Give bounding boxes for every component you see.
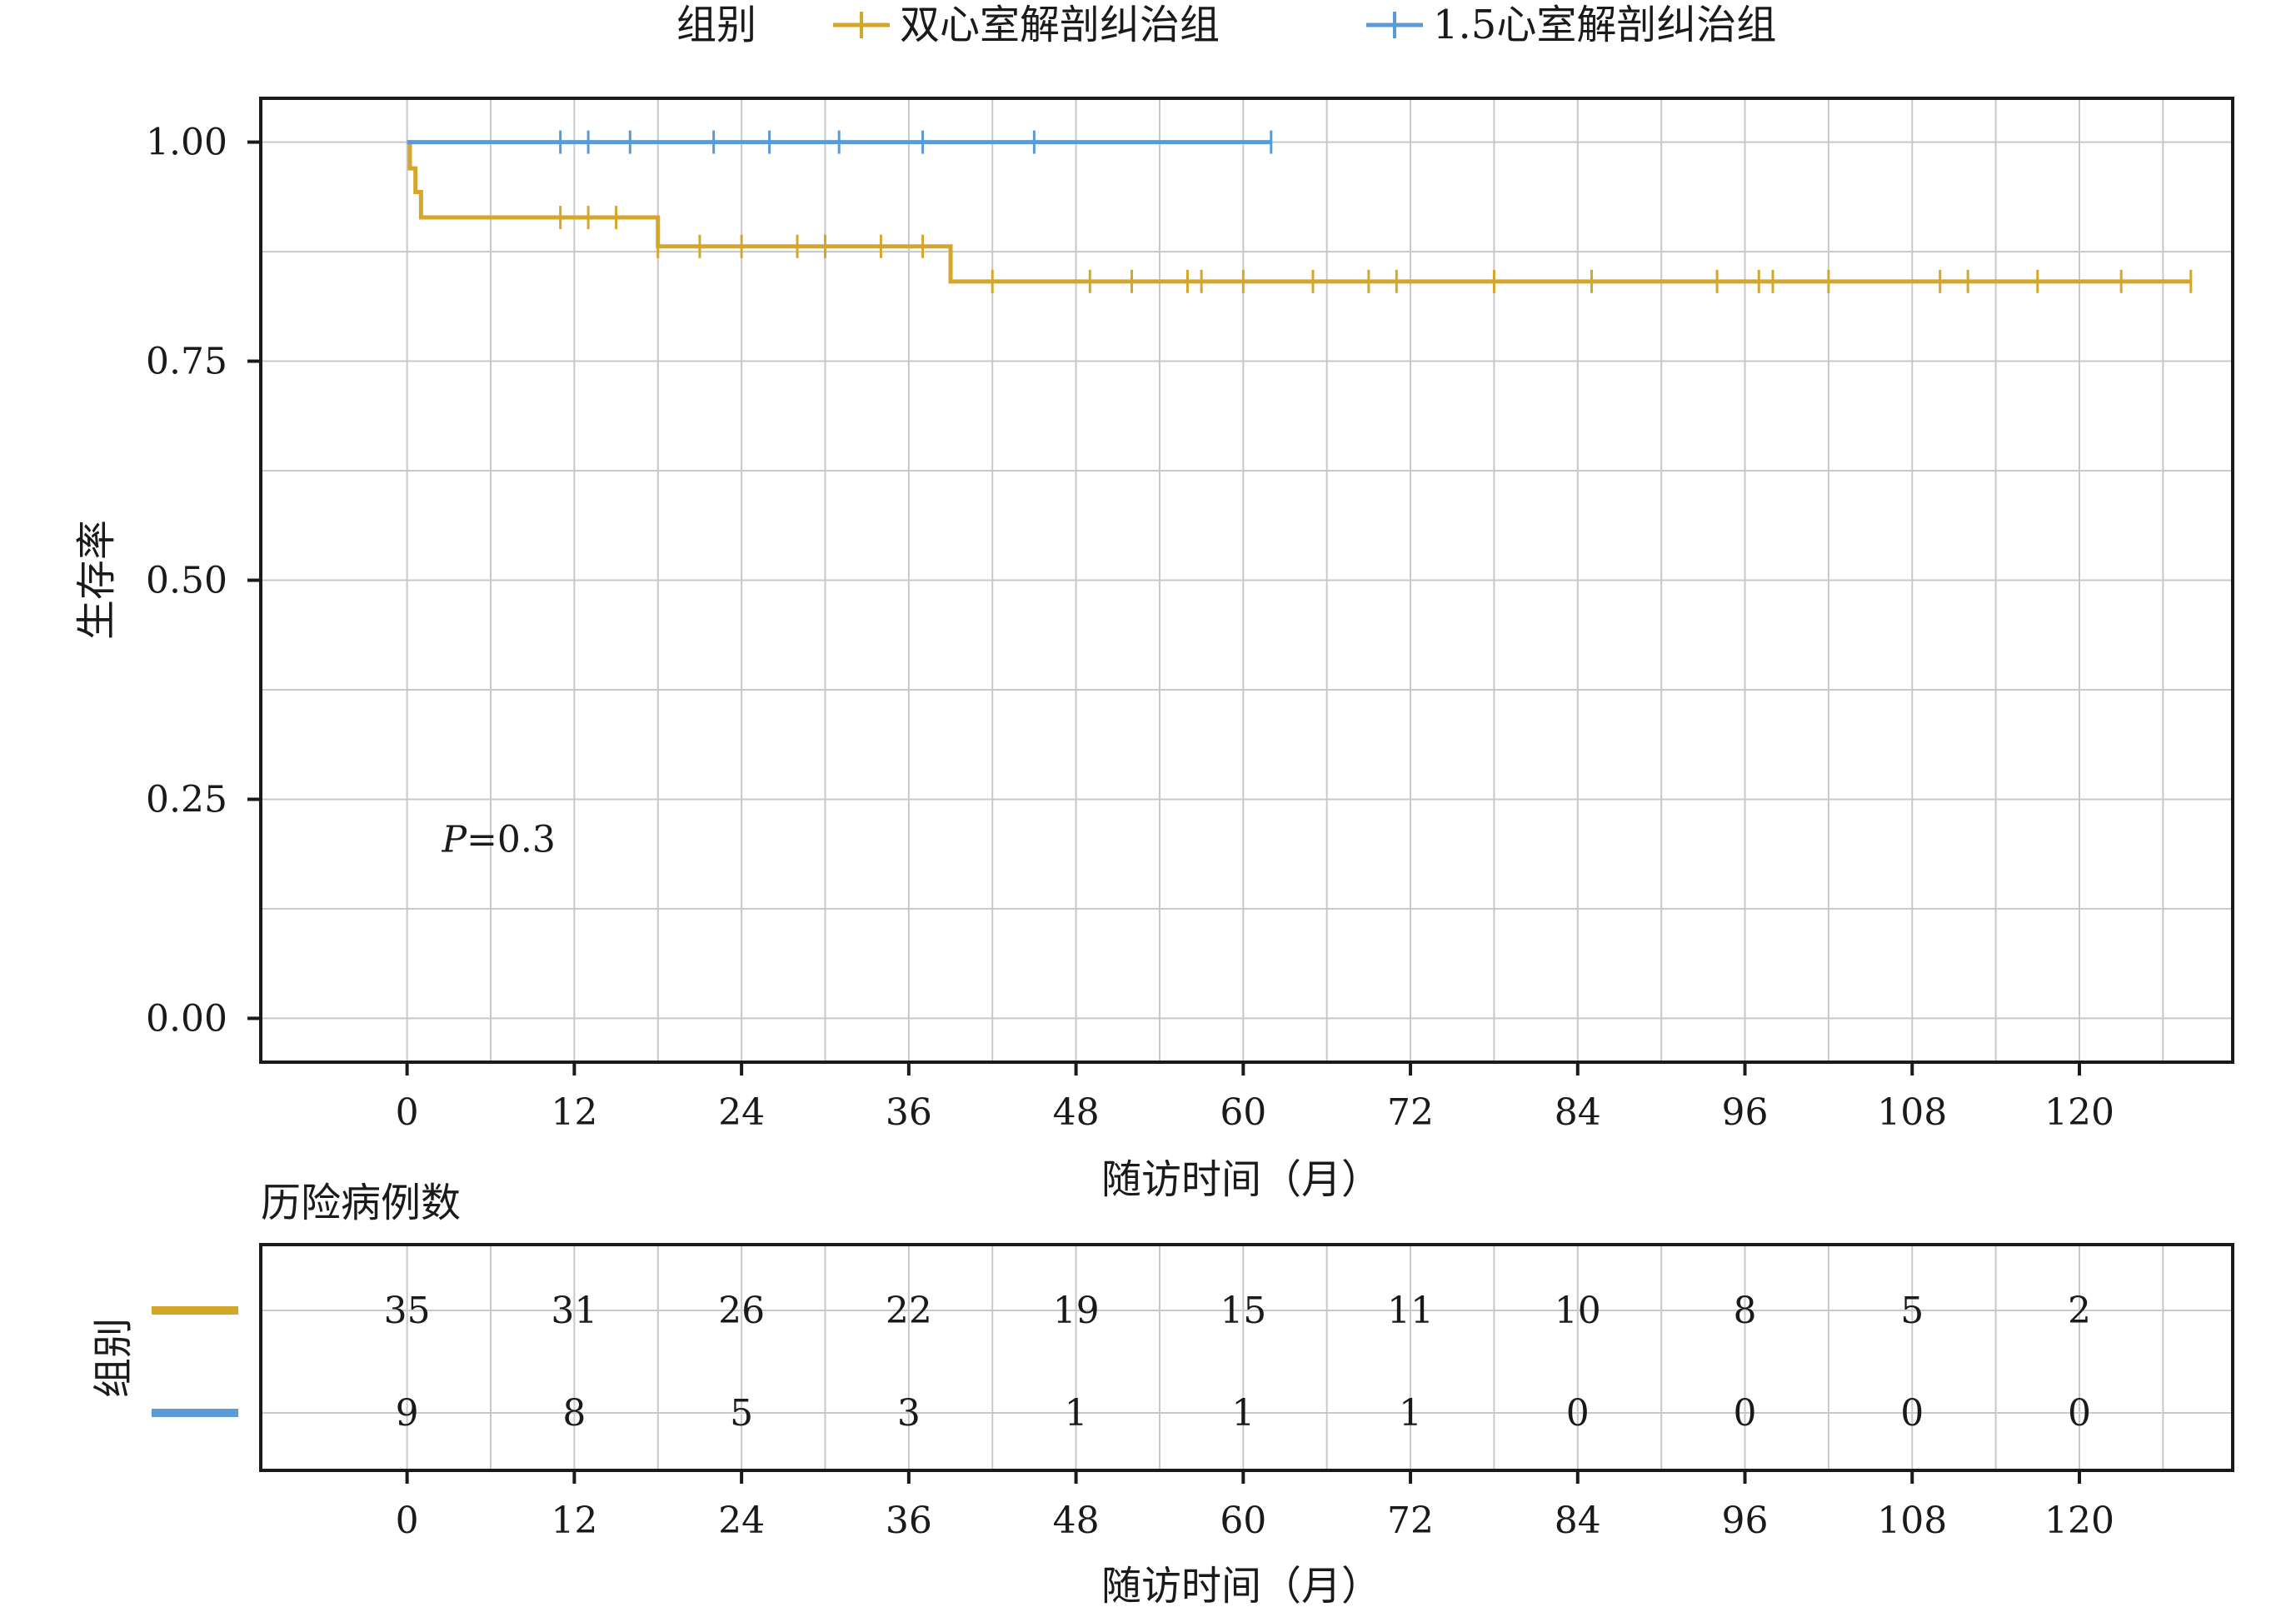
risk-count-cell: 11 xyxy=(1387,1290,1434,1332)
risk-x-tick-label: 24 xyxy=(718,1500,765,1542)
x-tick-label: 12 xyxy=(551,1091,597,1134)
risk-count-cell: 19 xyxy=(1053,1290,1100,1332)
risk-x-ticks: 0 12 24 36 48 60 72 84 96 108 120 xyxy=(396,1470,2114,1542)
x-tick-label: 0 xyxy=(396,1091,419,1134)
risk-x-tick-label: 48 xyxy=(1053,1500,1100,1542)
x-tick-label: 96 xyxy=(1722,1091,1769,1134)
risk-x-tick-label: 0 xyxy=(396,1500,419,1542)
y-axis-ticks: 0.00 0.25 0.50 0.75 1.00 xyxy=(146,122,261,1040)
y-tick-label: 0.00 xyxy=(146,997,227,1040)
x-axis-label: 随访时间（月） xyxy=(1101,1156,1381,1203)
risk-count-cell: 2 xyxy=(2068,1290,2091,1332)
risk-grid xyxy=(261,1245,2233,1470)
y-tick-label: 0.75 xyxy=(146,341,227,383)
risk-x-tick-label: 120 xyxy=(2044,1500,2114,1542)
legend: 组别 双心室解剖纠治组 1.5心室解剖纠治组 xyxy=(676,2,1776,48)
risk-x-tick-label: 12 xyxy=(551,1500,597,1542)
risk-count-cell: 1 xyxy=(1399,1392,1422,1435)
risk-x-tick-label: 84 xyxy=(1555,1500,1601,1542)
plot-series xyxy=(407,130,2193,293)
x-tick-label: 24 xyxy=(718,1091,765,1134)
y-axis-label: 生存率 xyxy=(73,520,120,640)
risk-count-cell: 3 xyxy=(897,1392,921,1435)
x-tick-label: 120 xyxy=(2044,1091,2114,1134)
risk-table-title: 历险病例数 xyxy=(261,1180,461,1226)
p-value-italic: P xyxy=(441,819,467,861)
legend-label-one-half-ventricle: 1.5心室解剖纠治组 xyxy=(1433,2,1776,48)
p-value-annotation: P=0.3 xyxy=(441,819,555,861)
risk-count-cell: 1 xyxy=(1065,1392,1088,1435)
risk-x-tick-label: 96 xyxy=(1722,1500,1769,1542)
risk-x-tick-label: 36 xyxy=(886,1500,932,1542)
risk-x-tick-label: 72 xyxy=(1387,1500,1434,1542)
y-tick-label: 1.00 xyxy=(146,122,227,164)
risk-count-cell: 15 xyxy=(1220,1290,1266,1332)
risk-count-cell: 10 xyxy=(1555,1290,1601,1332)
risk-count-cell: 0 xyxy=(1566,1392,1590,1435)
risk-count-cell: 8 xyxy=(1734,1290,1757,1332)
risk-x-tick-label: 108 xyxy=(1877,1500,1947,1542)
plot-grid xyxy=(261,98,2233,1062)
risk-x-axis-label: 随访时间（月） xyxy=(1101,1563,1381,1610)
risk-count-cell: 5 xyxy=(1900,1290,1924,1332)
risk-count-cell: 9 xyxy=(396,1392,419,1435)
legend-label-double-ventricle: 双心室解剖纠治组 xyxy=(900,2,1220,48)
risk-count-cell: 31 xyxy=(551,1290,597,1332)
risk-count-cell: 22 xyxy=(886,1290,932,1332)
p-value-text: =0.3 xyxy=(467,819,556,861)
risk-count-cell: 8 xyxy=(562,1392,586,1435)
x-tick-label: 84 xyxy=(1555,1091,1601,1134)
risk-count-cell: 0 xyxy=(2068,1392,2091,1435)
risk-count-cell: 26 xyxy=(718,1290,765,1332)
y-tick-label: 0.50 xyxy=(146,560,227,602)
risk-count-cell: 0 xyxy=(1900,1392,1924,1435)
risk-count-cell: 5 xyxy=(730,1392,753,1435)
risk-count-cell: 1 xyxy=(1231,1392,1255,1435)
x-tick-label: 108 xyxy=(1877,1091,1947,1134)
risk-count-cell: 0 xyxy=(1734,1392,1757,1435)
risk-count-cell: 35 xyxy=(384,1290,431,1332)
risk-table-values: 35 31 26 22 19 15 11 10 8 5 29 8 5 3 1 1 1 0 0 0 0 xyxy=(384,1290,2091,1435)
legend-title: 组别 xyxy=(676,2,756,48)
x-tick-label: 36 xyxy=(886,1091,932,1134)
risk-group-axis-label: 组别 xyxy=(90,1318,137,1398)
km-curve-double-ventricle xyxy=(407,140,2191,284)
x-tick-label: 48 xyxy=(1053,1091,1100,1134)
risk-row-swatches xyxy=(152,1306,238,1417)
x-axis-ticks: 0 12 24 36 48 60 72 84 96 108 120 xyxy=(396,1062,2114,1134)
y-tick-label: 0.25 xyxy=(146,778,227,821)
risk-table-frame xyxy=(259,1243,2234,1472)
risk-x-tick-label: 60 xyxy=(1220,1500,1266,1542)
x-tick-label: 60 xyxy=(1220,1091,1266,1134)
x-tick-label: 72 xyxy=(1387,1091,1434,1134)
